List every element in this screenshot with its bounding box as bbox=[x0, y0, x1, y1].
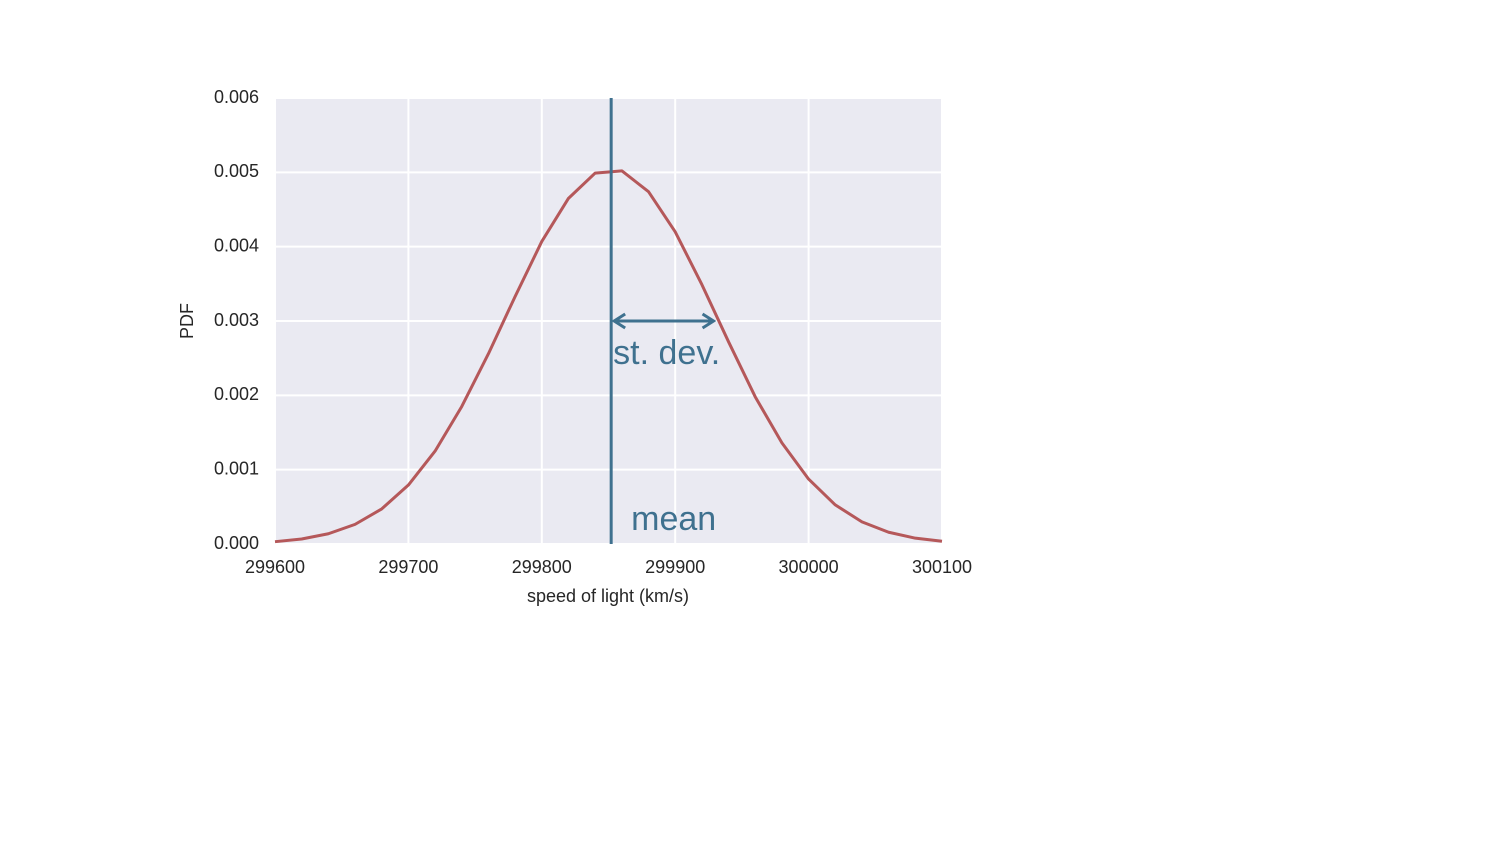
x-tick-label: 300000 bbox=[779, 557, 839, 577]
arrow-head bbox=[701, 312, 717, 330]
y-axis-label: PDF bbox=[177, 303, 197, 339]
x-tick-label: 300100 bbox=[912, 557, 972, 577]
y-tick-label: 0.006 bbox=[214, 87, 259, 107]
sd-label: st. dev. bbox=[613, 334, 720, 372]
y-tick-label: 0.000 bbox=[214, 533, 259, 553]
y-tick-label: 0.001 bbox=[214, 458, 259, 478]
y-tick-label: 0.003 bbox=[214, 310, 259, 330]
y-tick-label: 0.004 bbox=[214, 235, 259, 255]
x-tick-label: 299800 bbox=[512, 557, 572, 577]
y-tick-label: 0.002 bbox=[214, 384, 259, 404]
y-tick-label: 0.005 bbox=[214, 161, 259, 181]
x-axis-label: speed of light (km/s) bbox=[527, 586, 689, 606]
arrow-head bbox=[611, 312, 626, 330]
mean-label: mean bbox=[631, 500, 716, 538]
x-tick-label: 299600 bbox=[245, 557, 305, 577]
x-tick-label: 299900 bbox=[645, 557, 705, 577]
line bbox=[274, 169, 943, 544]
x-tick-label: 299700 bbox=[378, 557, 438, 577]
